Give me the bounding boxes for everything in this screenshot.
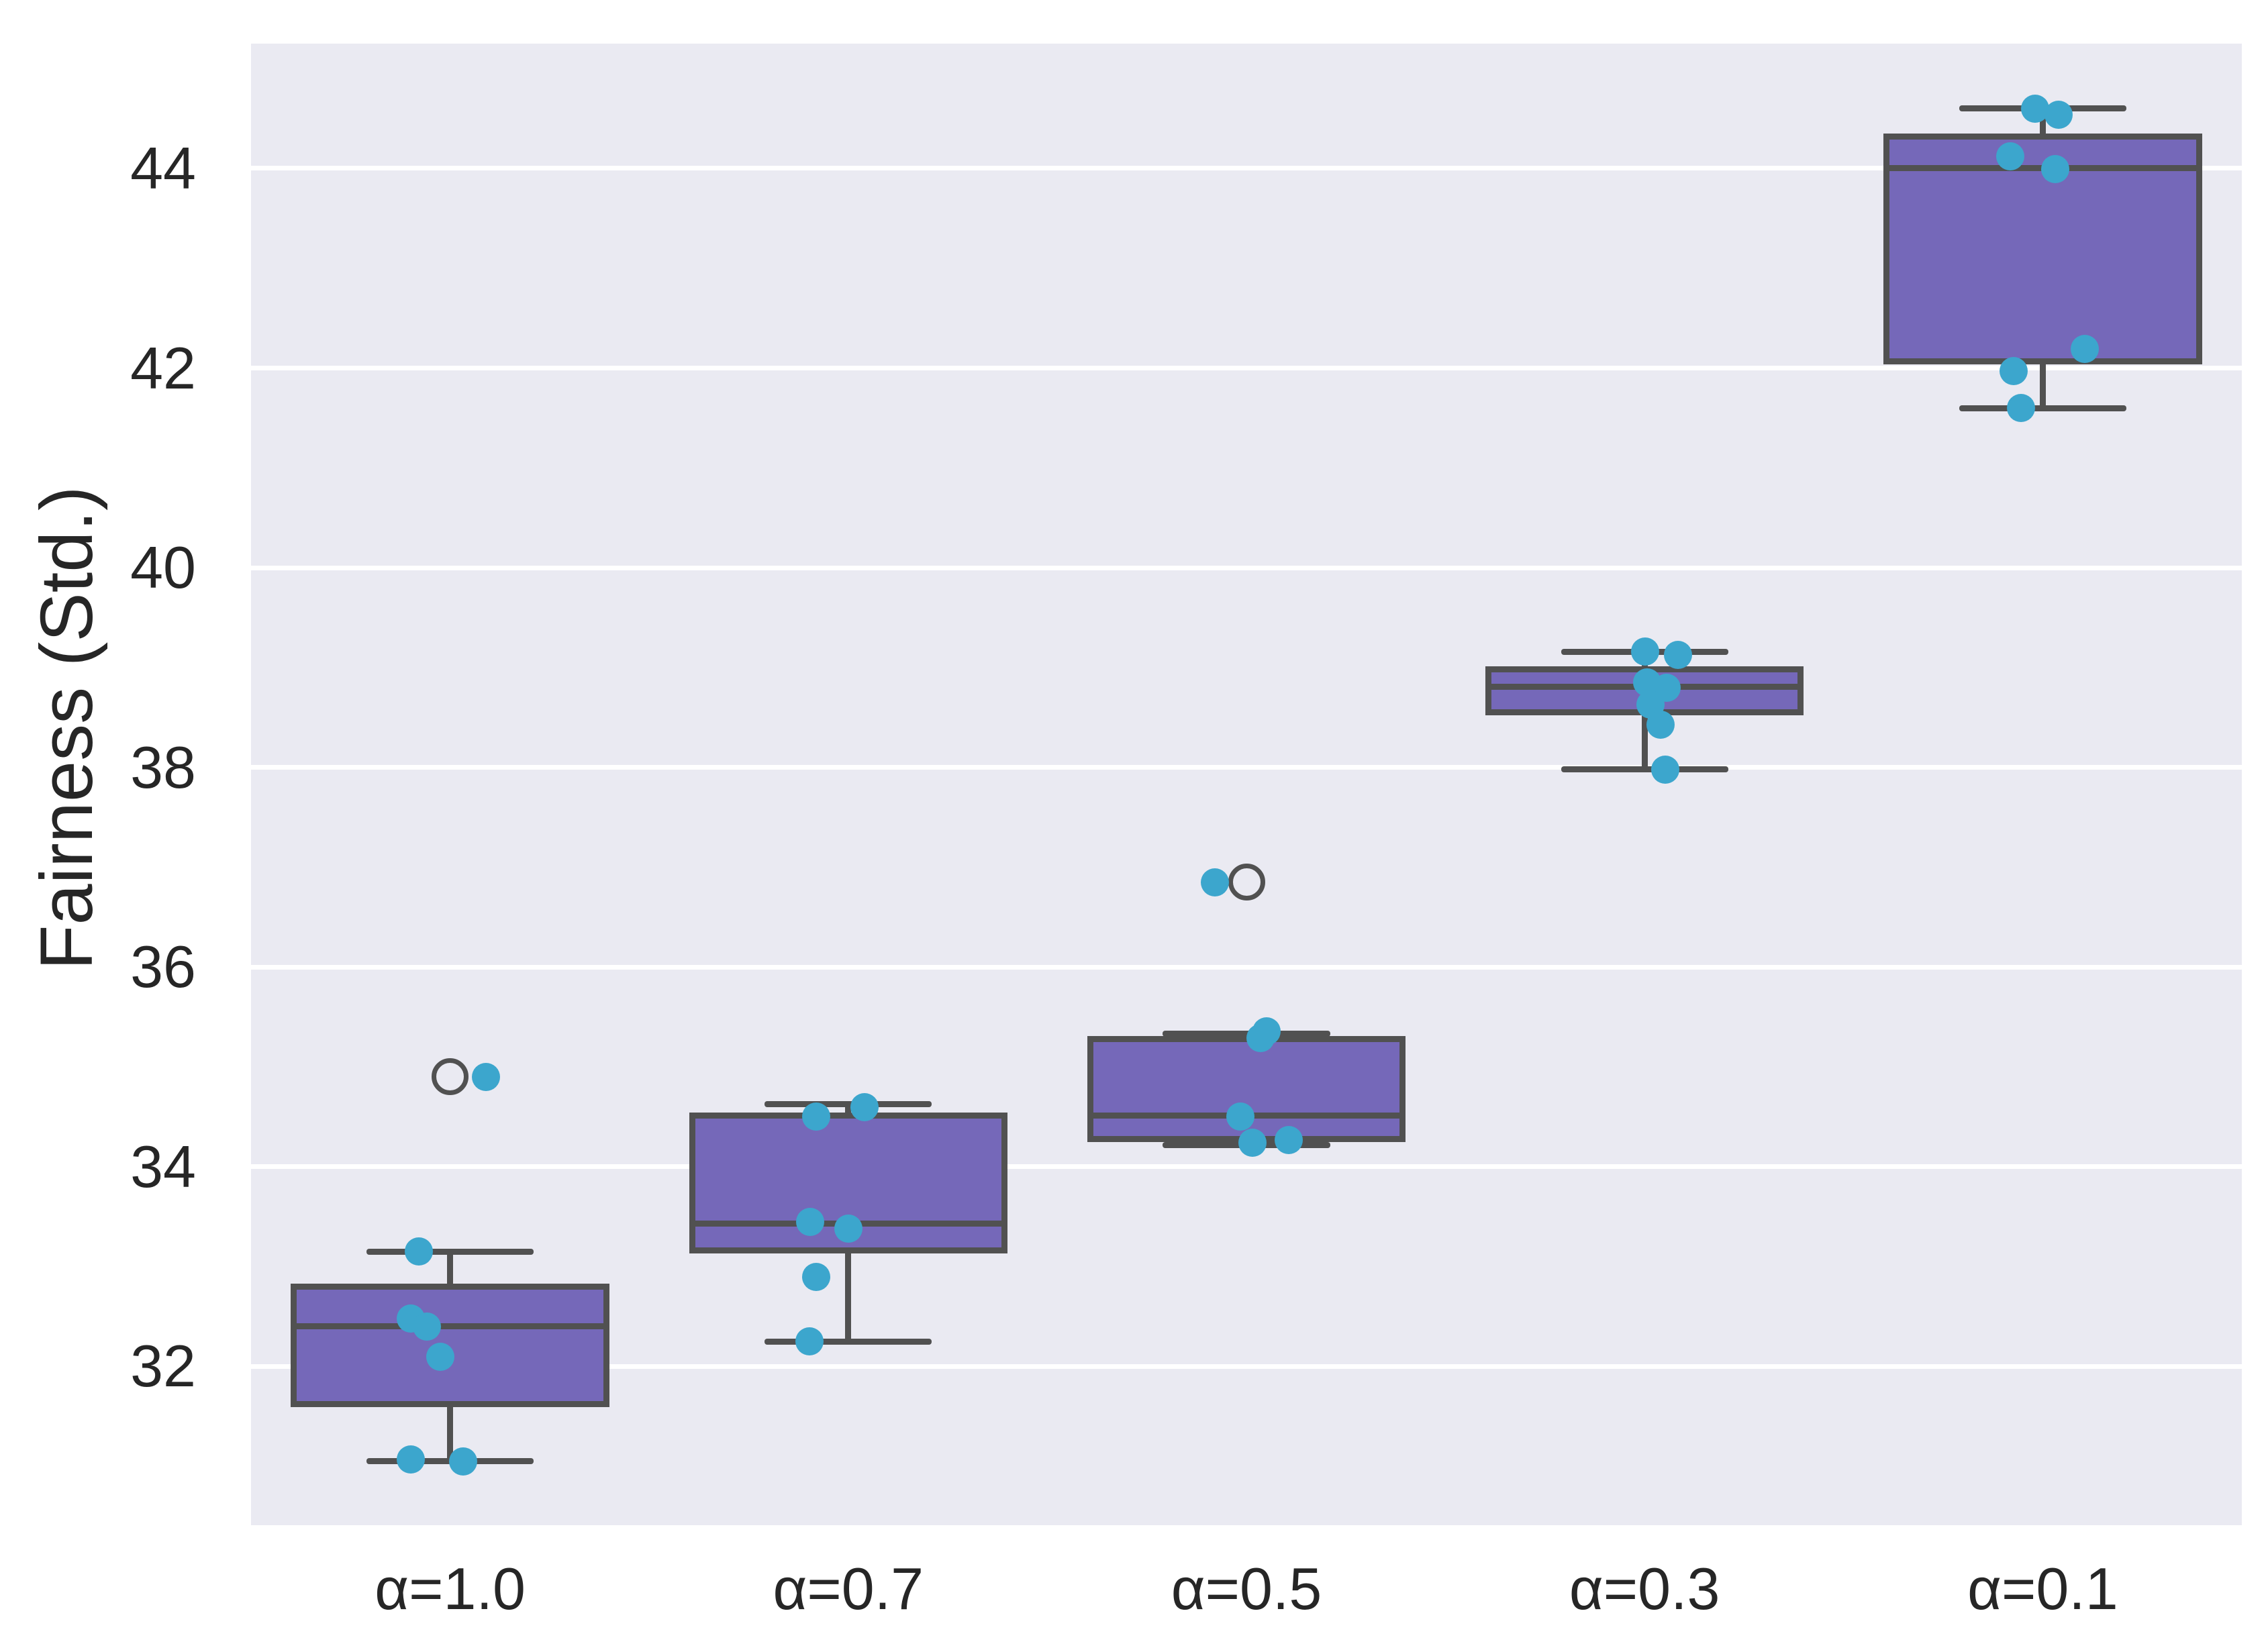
outlier-marker — [1228, 864, 1265, 901]
strip-point — [1274, 1125, 1303, 1154]
strip-point — [2071, 335, 2100, 364]
strip-point — [1200, 868, 1229, 896]
strip-point — [802, 1102, 831, 1131]
y-tick-label: 38 — [130, 733, 196, 801]
y-tick-label: 34 — [130, 1133, 196, 1200]
whisker-lower — [2039, 361, 2046, 409]
strip-point — [397, 1445, 426, 1474]
strip-point — [1238, 1129, 1267, 1157]
y-tick-label: 36 — [130, 933, 196, 1000]
y-tick-label: 40 — [130, 534, 196, 601]
strip-point — [1996, 142, 2025, 171]
strip-point — [2044, 100, 2073, 129]
whisker-lower — [447, 1404, 454, 1461]
strip-point — [834, 1215, 862, 1243]
strip-point — [2007, 394, 2036, 423]
whisker-cap-lower — [1959, 405, 2126, 411]
whisker-upper — [2039, 108, 2046, 137]
x-tick-label: α=0.7 — [773, 1555, 924, 1622]
strip-point — [1664, 640, 1693, 669]
whisker-cap-upper — [765, 1100, 932, 1107]
gridline — [251, 166, 2242, 171]
whisker-lower — [845, 1250, 852, 1342]
x-tick-label: α=1.0 — [375, 1555, 526, 1622]
strip-point — [1631, 637, 1660, 666]
strip-point — [426, 1342, 455, 1371]
strip-point — [405, 1237, 434, 1266]
whisker-cap-upper — [366, 1248, 534, 1255]
strip-point — [795, 1327, 824, 1356]
strip-point — [801, 1262, 830, 1291]
strip-point — [1226, 1102, 1255, 1131]
plot-area — [251, 44, 2242, 1525]
whisker-upper — [447, 1251, 454, 1287]
gridline — [251, 565, 2242, 570]
strip-point — [412, 1312, 441, 1341]
strip-point — [2020, 94, 2049, 123]
y-tick-label: 42 — [130, 334, 196, 401]
strip-point — [1246, 1023, 1275, 1052]
x-tick-label: α=0.5 — [1171, 1555, 1322, 1622]
strip-point — [1646, 710, 1675, 739]
whisker-lower — [1641, 712, 1648, 770]
gridline — [251, 964, 2242, 970]
strip-point — [1651, 755, 1680, 784]
y-tick-label: 44 — [130, 134, 196, 201]
whisker-cap-lower — [765, 1338, 932, 1345]
strip-point — [2000, 357, 2028, 386]
outlier-marker — [432, 1058, 469, 1096]
x-tick-label: α=0.3 — [1569, 1555, 1720, 1622]
y-tick-label: 32 — [130, 1333, 196, 1400]
gridline — [251, 1363, 2242, 1369]
strip-point — [796, 1207, 825, 1236]
strip-point — [2041, 155, 2070, 184]
strip-point — [448, 1447, 477, 1476]
box-1 — [291, 1283, 609, 1408]
x-tick-label: α=0.1 — [1967, 1555, 2118, 1622]
gridline — [251, 366, 2242, 371]
whisker-upper — [845, 1104, 852, 1116]
whisker-cap-lower — [1561, 766, 1728, 773]
median-line — [291, 1323, 609, 1330]
strip-point — [471, 1062, 500, 1091]
y-axis-label: Fairness (Std.) — [26, 486, 108, 970]
gridline — [251, 765, 2242, 770]
gridline — [251, 1164, 2242, 1170]
strip-point — [850, 1092, 879, 1121]
